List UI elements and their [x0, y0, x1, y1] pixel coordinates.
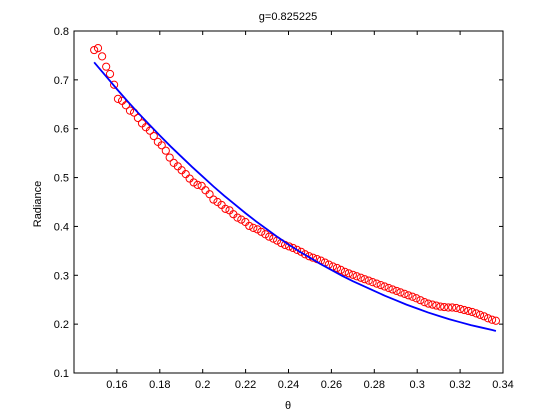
data-point [456, 304, 465, 314]
data-point [416, 296, 425, 305]
data-point [90, 45, 99, 55]
data-point [133, 113, 143, 123]
data-point [400, 289, 409, 298]
data-point [360, 275, 369, 284]
y-tick-label: 0.3 [54, 270, 69, 282]
data-point [436, 302, 445, 311]
data-point [408, 292, 417, 301]
y-tick-label: 0.2 [54, 319, 69, 331]
data-point [380, 282, 389, 291]
y-tick-label: 0.4 [54, 221, 69, 233]
data-point [125, 106, 135, 115]
data-point [440, 302, 449, 312]
data-point [249, 223, 258, 232]
data-point [105, 69, 115, 79]
data-point [336, 265, 345, 275]
x-tick-label: 0.22 [235, 379, 256, 391]
data-point [448, 303, 457, 312]
x-axis-label: θ [285, 400, 291, 412]
data-point [165, 153, 174, 162]
data-point [340, 267, 350, 276]
data-point [352, 272, 361, 281]
data-point [392, 286, 401, 296]
x-tick-label: 0.2 [195, 379, 210, 391]
data-point [420, 298, 429, 307]
data-point [464, 306, 473, 316]
data-point [221, 204, 230, 213]
x-tick-label: 0.32 [449, 379, 470, 391]
fit-line [93, 61, 497, 332]
chart-title: g=0.825225 [259, 11, 317, 23]
data-point [344, 269, 353, 278]
y-tick-label: 0.1 [54, 368, 69, 380]
data-point [110, 80, 119, 89]
x-tick-label: 0.18 [149, 379, 170, 391]
data-point [233, 213, 242, 222]
data-point [257, 227, 266, 236]
data-point [348, 270, 357, 279]
data-point [113, 94, 123, 104]
data-point [364, 276, 373, 285]
x-tick-label: 0.3 [410, 379, 425, 391]
data-point [209, 195, 218, 204]
data-point [145, 126, 155, 135]
data-point [205, 190, 214, 199]
data-point [376, 280, 385, 290]
y-axis-label: Radiance [32, 181, 44, 227]
data-point [483, 314, 493, 323]
data-point [157, 141, 166, 150]
data-point [300, 250, 310, 259]
x-tick-label: 0.34 [492, 379, 513, 391]
data-point [368, 278, 377, 287]
data-point [388, 285, 397, 294]
data-point [404, 291, 413, 300]
data-point [213, 197, 222, 207]
data-point [428, 300, 437, 309]
data-point [475, 310, 485, 319]
data-point [356, 273, 365, 282]
data-point [269, 234, 278, 243]
data-point [102, 62, 111, 71]
data-point [444, 303, 453, 312]
data-point [472, 309, 481, 318]
data-point [245, 221, 254, 231]
axes: 0.16 0.18 0.2 0.22 0.24 0.26 0.28 0.3 0.32 0.34 0.… [54, 26, 514, 391]
data-point [480, 312, 489, 321]
data-point [491, 316, 501, 325]
x-tick-label: 0.24 [278, 379, 299, 391]
data-point [98, 52, 107, 61]
data-point [487, 315, 497, 324]
data-point [412, 294, 421, 303]
data-point [452, 303, 461, 313]
y-tick-label: 0.8 [54, 26, 69, 38]
data-point [424, 299, 433, 308]
x-tick-label: 0.26 [321, 379, 342, 391]
data-point [292, 245, 302, 254]
data-point [384, 283, 393, 293]
data-point [396, 288, 405, 297]
data-point [121, 101, 131, 110]
data-point [265, 232, 274, 241]
data-point [304, 252, 314, 261]
x-tick-label: 0.16 [106, 379, 127, 391]
data-point [149, 131, 158, 141]
x-tick-label: 0.28 [364, 379, 385, 391]
data-point [468, 307, 477, 317]
data-point [288, 243, 298, 253]
data-point [93, 44, 103, 53]
data-point [332, 263, 342, 273]
data-point [460, 305, 469, 315]
data-point [372, 279, 381, 288]
y-tick-label: 0.6 [54, 124, 69, 136]
data-point [193, 180, 202, 189]
y-tick-label: 0.5 [54, 173, 69, 185]
plot-area [90, 44, 501, 332]
y-tick-label: 0.7 [54, 75, 69, 87]
data-point [432, 301, 441, 310]
data-point [161, 146, 170, 155]
data-point [237, 215, 246, 224]
